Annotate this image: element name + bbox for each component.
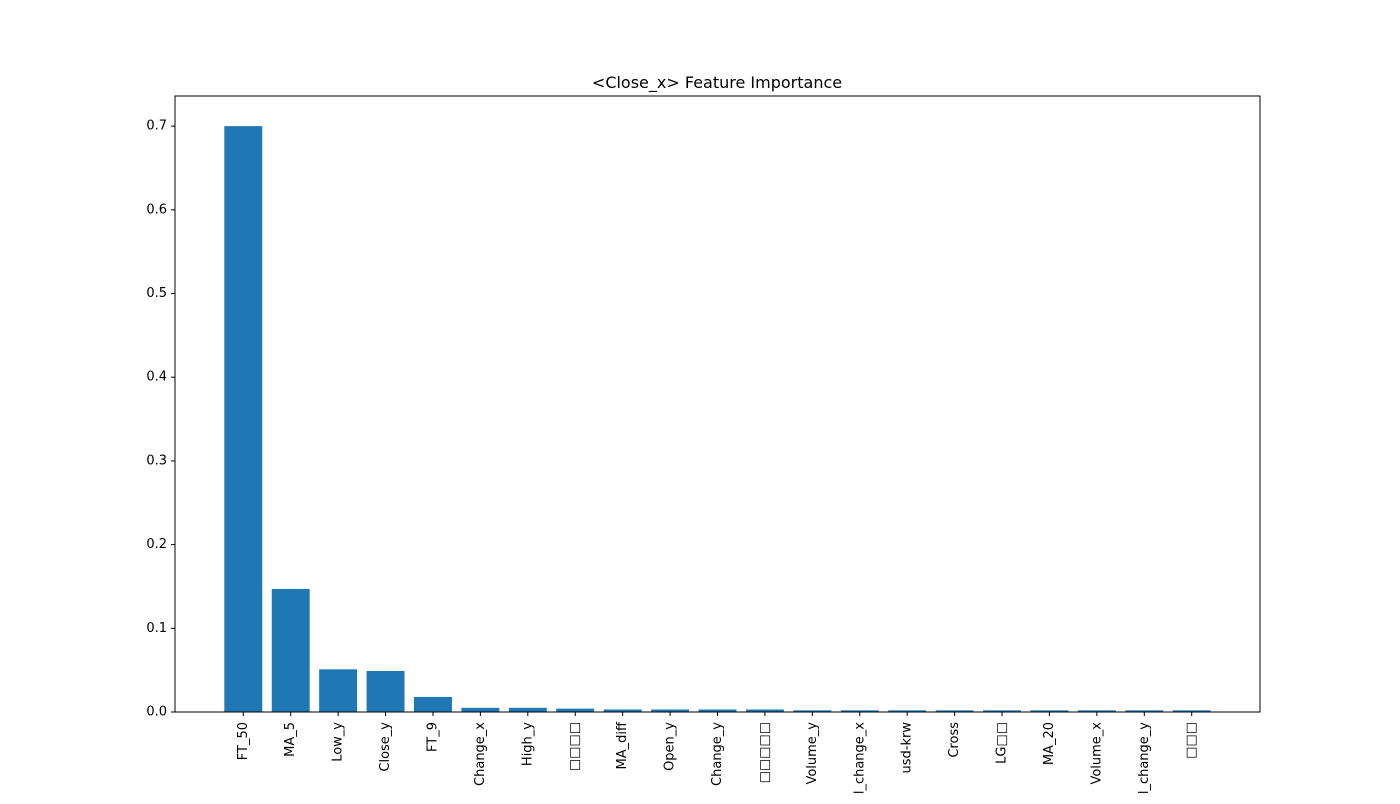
bar — [983, 710, 1021, 712]
x-tick-label: Low_y — [331, 722, 346, 762]
x-tick-label: Cross — [947, 722, 962, 758]
x-tick-label: □□□ — [1184, 722, 1199, 759]
chart-title: <Close_x> Feature Importance — [592, 73, 842, 93]
bar — [1030, 710, 1069, 712]
y-tick-label: 0.0 — [146, 705, 167, 720]
y-tick-label: 0.3 — [146, 453, 167, 468]
x-tick-label: Change_x — [473, 722, 488, 786]
bar — [698, 709, 737, 712]
x-tick-label: FT_9 — [425, 722, 440, 752]
x-tick-label: High_y — [520, 722, 535, 766]
y-tick-label: 0.1 — [146, 621, 167, 636]
bar — [1077, 710, 1116, 712]
bar — [840, 710, 879, 712]
x-tick-label: Open_y — [663, 722, 678, 771]
bar — [366, 670, 405, 712]
x-tick-label: LG□□ — [995, 722, 1010, 764]
bar — [319, 669, 358, 712]
y-tick-label: 0.6 — [146, 202, 167, 217]
x-tick-label: □□□□□ — [757, 722, 772, 783]
x-tick-label: Volume_y — [805, 722, 820, 785]
bar — [888, 710, 927, 712]
bar — [461, 707, 500, 712]
bar — [508, 707, 547, 712]
x-tick-label: l_change_y — [1137, 722, 1152, 794]
y-tick-label: 0.4 — [146, 370, 167, 385]
y-tick-label: 0.5 — [146, 286, 167, 301]
bar — [935, 710, 974, 712]
bar — [745, 709, 784, 712]
y-tick-label: 0.2 — [146, 537, 167, 552]
x-tick-label: FT_50 — [236, 722, 251, 760]
plot-frame — [174, 95, 1261, 713]
bar — [556, 708, 595, 712]
bar — [224, 126, 263, 712]
x-tick-label: Change_y — [710, 722, 725, 786]
x-tick-label: MA_diff — [615, 721, 630, 769]
bar — [603, 709, 642, 712]
x-tick-label: □□□□ — [568, 722, 583, 771]
x-tick-label: Volume_x — [1089, 722, 1104, 785]
bar — [1172, 710, 1211, 712]
bar — [414, 696, 452, 712]
y-tick-label: 0.7 — [146, 119, 167, 134]
x-tick-label: l_change_x — [852, 722, 867, 794]
x-tick-label: MA_5 — [283, 722, 298, 757]
x-tick-label: usd-krw — [900, 722, 915, 774]
bar — [651, 709, 690, 712]
bar — [1125, 710, 1164, 712]
x-tick-label: MA_20 — [1042, 722, 1057, 765]
bar — [271, 588, 310, 712]
x-tick-label: Close_y — [378, 722, 393, 772]
bar — [793, 710, 832, 712]
